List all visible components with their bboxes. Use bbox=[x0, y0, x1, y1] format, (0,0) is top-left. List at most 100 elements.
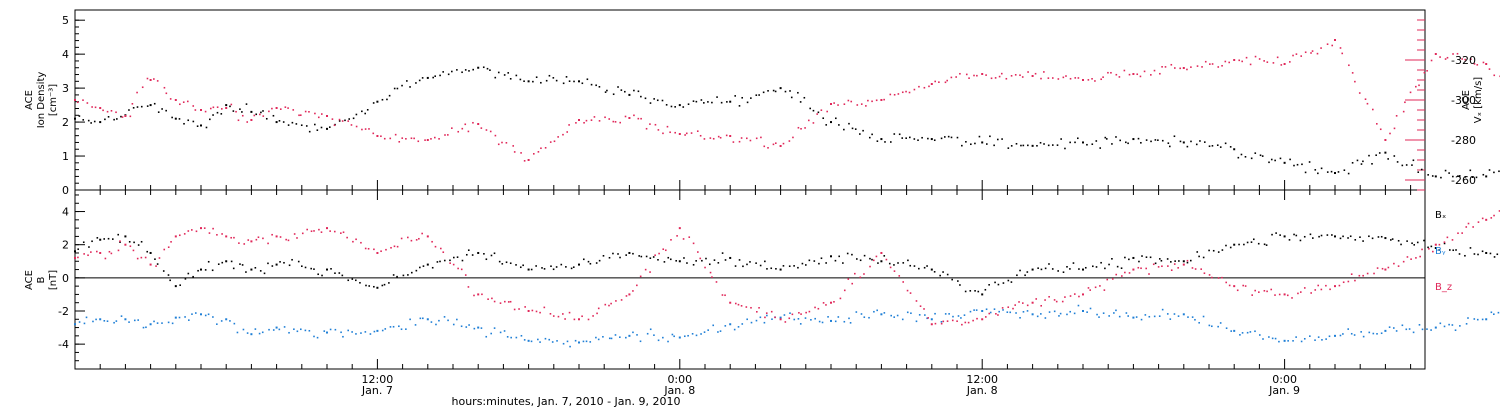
density-point bbox=[245, 103, 248, 105]
density-panel-frame bbox=[74, 9, 1426, 191]
vx-point bbox=[1292, 54, 1294, 57]
density-point bbox=[970, 143, 972, 146]
vx-point bbox=[489, 130, 492, 133]
vx-point bbox=[1224, 60, 1227, 63]
density-point bbox=[729, 100, 732, 103]
bz-point bbox=[144, 256, 147, 259]
bz-point bbox=[434, 245, 437, 248]
by-point bbox=[246, 332, 249, 334]
vx-point bbox=[738, 140, 741, 143]
vx-point bbox=[394, 133, 397, 136]
bz-point bbox=[1018, 301, 1020, 303]
by-point bbox=[810, 319, 812, 321]
by-point bbox=[868, 316, 870, 319]
density-point bbox=[653, 98, 655, 100]
vx-point bbox=[1107, 71, 1109, 74]
bz-point bbox=[104, 257, 107, 260]
bx-point bbox=[717, 262, 720, 264]
vx-point bbox=[1069, 77, 1072, 80]
bx-point bbox=[779, 268, 782, 271]
vx-point bbox=[792, 136, 794, 139]
bx-point bbox=[1010, 281, 1013, 283]
density-point bbox=[434, 75, 436, 77]
by-point bbox=[834, 320, 837, 323]
bz-point bbox=[1342, 281, 1345, 284]
density-point bbox=[996, 138, 999, 141]
bz-point bbox=[191, 229, 193, 231]
bx-point bbox=[946, 273, 949, 276]
density-point bbox=[573, 80, 575, 83]
by-point bbox=[1210, 325, 1213, 328]
vx-point bbox=[1159, 72, 1161, 75]
density-point bbox=[442, 71, 444, 73]
by-point bbox=[278, 328, 281, 331]
vx-point bbox=[1136, 73, 1139, 76]
density-point bbox=[99, 121, 102, 124]
bz-point bbox=[306, 228, 308, 231]
bz-point bbox=[587, 318, 590, 321]
bz-point bbox=[250, 240, 253, 243]
bx-point bbox=[326, 268, 328, 271]
density-point bbox=[726, 101, 728, 103]
bz-point bbox=[225, 235, 228, 238]
density-point bbox=[140, 105, 143, 108]
density-point bbox=[590, 83, 593, 86]
density-ytick-label: 2 bbox=[62, 116, 69, 129]
x-tick-time-label: 0:00 bbox=[667, 373, 692, 386]
density-point bbox=[136, 106, 139, 108]
plot-frames bbox=[74, 9, 1426, 370]
vx-point bbox=[1062, 76, 1065, 79]
vx-point bbox=[1409, 91, 1412, 94]
bx-point bbox=[288, 264, 291, 267]
bz-point bbox=[915, 300, 918, 302]
vx-point bbox=[1034, 72, 1037, 75]
by-point bbox=[963, 314, 966, 316]
bx-point bbox=[453, 256, 455, 259]
bx-point bbox=[1481, 250, 1484, 253]
density-point bbox=[161, 108, 163, 110]
density-point bbox=[1254, 152, 1257, 154]
bz-point bbox=[1384, 268, 1387, 271]
vx-point bbox=[380, 135, 382, 138]
bz-point bbox=[440, 247, 442, 250]
vx-point bbox=[918, 85, 920, 88]
by-point bbox=[426, 318, 429, 321]
bx-point bbox=[1016, 274, 1018, 277]
by-point bbox=[288, 331, 290, 334]
by-point bbox=[1177, 315, 1180, 317]
density-point bbox=[352, 117, 355, 120]
bx-point bbox=[1141, 255, 1143, 257]
bx-point bbox=[1496, 253, 1499, 256]
by-point bbox=[1401, 324, 1404, 327]
vx-point bbox=[372, 132, 375, 135]
vx-point bbox=[317, 116, 320, 119]
bz-point bbox=[1438, 243, 1441, 246]
by-point bbox=[1127, 315, 1130, 317]
bz-point bbox=[711, 276, 713, 278]
density-point bbox=[750, 97, 752, 99]
by-point bbox=[128, 321, 130, 323]
vx-point bbox=[699, 134, 702, 137]
vx-point bbox=[889, 93, 892, 96]
by-point bbox=[1009, 311, 1012, 314]
by-point bbox=[1434, 326, 1437, 329]
bz-point bbox=[724, 294, 726, 297]
by-point bbox=[74, 323, 76, 326]
bx-point bbox=[997, 283, 1000, 286]
bx-point bbox=[1243, 243, 1245, 246]
by-point bbox=[585, 340, 588, 343]
vx-point bbox=[1263, 60, 1265, 62]
bz-point bbox=[1393, 262, 1395, 265]
bz-point bbox=[779, 318, 782, 321]
bx-point bbox=[169, 279, 171, 282]
density-point bbox=[812, 109, 815, 112]
density-point bbox=[1086, 143, 1088, 146]
by-point bbox=[113, 321, 115, 324]
density-point bbox=[1493, 171, 1495, 174]
density-point bbox=[1360, 163, 1363, 165]
bx-point bbox=[749, 261, 751, 263]
by-point bbox=[85, 316, 88, 319]
bx-point bbox=[766, 268, 768, 270]
bz-point bbox=[1402, 260, 1405, 263]
